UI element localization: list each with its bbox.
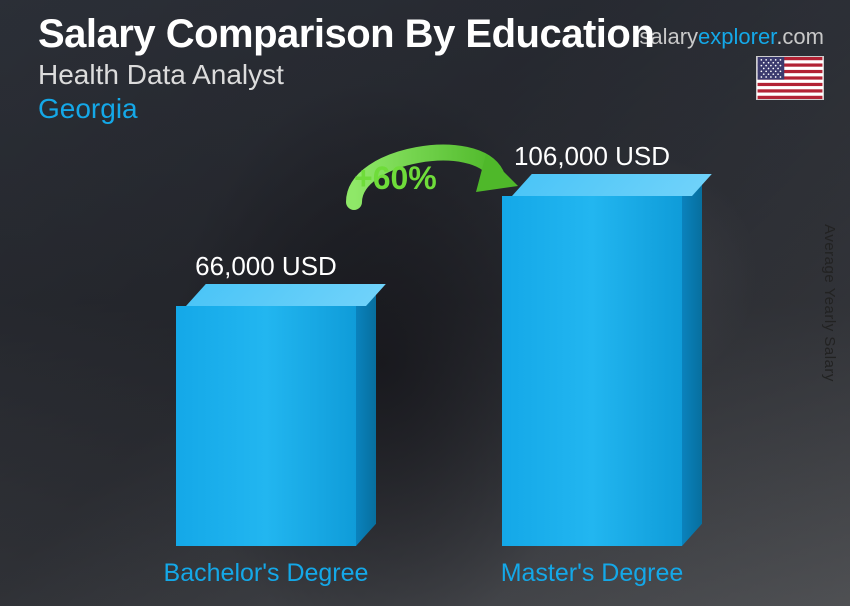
bar-label-1: Master's Degree	[501, 559, 684, 588]
percent-increase: +60%	[354, 160, 437, 197]
bar-0: Bachelor's Degree66,000 USD	[176, 306, 356, 546]
job-title: Health Data Analyst	[38, 59, 830, 91]
bar-label-0: Bachelor's Degree	[164, 559, 369, 588]
chart-area: Bachelor's Degree66,000 USDMaster's Degr…	[0, 130, 810, 606]
bar-1: Master's Degree106,000 USD	[502, 196, 682, 546]
page-title: Salary Comparison By Education	[38, 12, 830, 57]
bar-value-0: 66,000 USD	[195, 251, 337, 282]
yaxis-label: Average Yearly Salary	[821, 224, 838, 382]
header: Salary Comparison By Education Health Da…	[38, 12, 830, 125]
bar-value-1: 106,000 USD	[514, 141, 670, 172]
location: Georgia	[38, 93, 830, 125]
